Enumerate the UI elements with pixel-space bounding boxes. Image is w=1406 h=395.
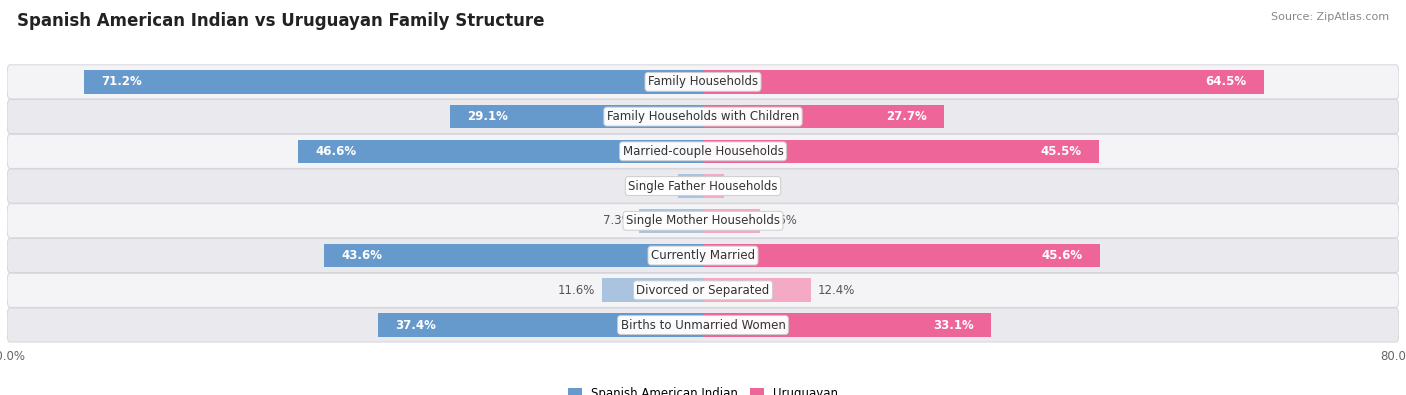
Bar	[323, 244, 703, 267]
Bar	[703, 278, 811, 302]
Text: 29.1%: 29.1%	[467, 110, 508, 123]
Text: Currently Married: Currently Married	[651, 249, 755, 262]
Bar	[378, 313, 703, 337]
Text: 2.4%: 2.4%	[731, 180, 761, 192]
Bar	[703, 139, 1099, 163]
Text: 33.1%: 33.1%	[932, 318, 973, 331]
Text: Spanish American Indian vs Uruguayan Family Structure: Spanish American Indian vs Uruguayan Fam…	[17, 12, 544, 30]
Text: 43.6%: 43.6%	[342, 249, 382, 262]
Text: 27.7%: 27.7%	[886, 110, 927, 123]
Text: 46.6%: 46.6%	[315, 145, 356, 158]
Bar	[703, 70, 1264, 94]
Bar	[678, 174, 703, 198]
Text: 6.6%: 6.6%	[768, 214, 797, 227]
Text: 12.4%: 12.4%	[818, 284, 855, 297]
Text: 45.5%: 45.5%	[1040, 145, 1081, 158]
FancyBboxPatch shape	[7, 308, 1399, 342]
Text: Family Households with Children: Family Households with Children	[607, 110, 799, 123]
Text: 11.6%: 11.6%	[558, 284, 595, 297]
Text: Single Father Households: Single Father Households	[628, 180, 778, 192]
Bar	[602, 278, 703, 302]
Text: 37.4%: 37.4%	[395, 318, 436, 331]
FancyBboxPatch shape	[7, 273, 1399, 307]
Bar	[640, 209, 703, 233]
Text: Births to Unmarried Women: Births to Unmarried Women	[620, 318, 786, 331]
Bar	[703, 313, 991, 337]
FancyBboxPatch shape	[7, 169, 1399, 203]
FancyBboxPatch shape	[7, 204, 1399, 238]
Text: 7.3%: 7.3%	[603, 214, 633, 227]
Text: 45.6%: 45.6%	[1042, 249, 1083, 262]
Bar	[450, 105, 703, 128]
Text: 71.2%: 71.2%	[101, 75, 142, 88]
Bar	[703, 244, 1099, 267]
Bar	[703, 105, 943, 128]
Bar	[83, 70, 703, 94]
Text: Single Mother Households: Single Mother Households	[626, 214, 780, 227]
Bar	[298, 139, 703, 163]
Legend: Spanish American Indian, Uruguayan: Spanish American Indian, Uruguayan	[562, 383, 844, 395]
Text: 2.9%: 2.9%	[641, 180, 671, 192]
Text: Divorced or Separated: Divorced or Separated	[637, 284, 769, 297]
FancyBboxPatch shape	[7, 65, 1399, 99]
Text: Married-couple Households: Married-couple Households	[623, 145, 783, 158]
Text: 64.5%: 64.5%	[1205, 75, 1247, 88]
FancyBboxPatch shape	[7, 134, 1399, 168]
Bar	[703, 209, 761, 233]
FancyBboxPatch shape	[7, 100, 1399, 134]
FancyBboxPatch shape	[7, 239, 1399, 273]
Bar	[703, 174, 724, 198]
Text: Family Households: Family Households	[648, 75, 758, 88]
Text: Source: ZipAtlas.com: Source: ZipAtlas.com	[1271, 12, 1389, 22]
